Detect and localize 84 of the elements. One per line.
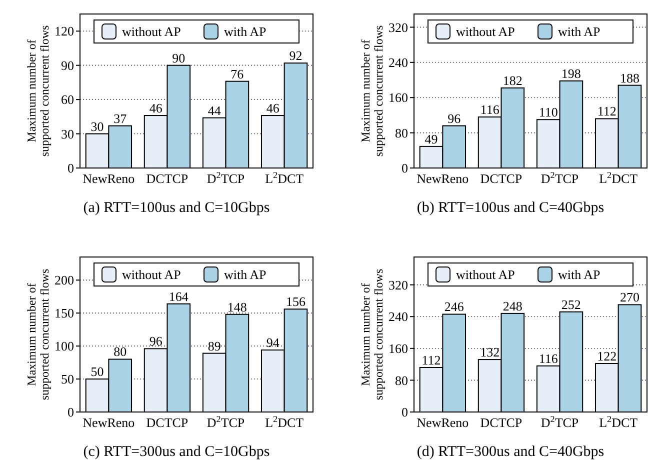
legend-label: without AP [456,267,515,282]
y-tick-label: 240 [388,309,408,324]
y-tick-label: 80 [395,125,408,140]
y-tick-label: 0 [402,160,408,176]
x-tick-label: L$^{2}$DCT [599,414,638,430]
data-label: 50 [90,364,104,380]
y-axis-title: Maximum number of supported concurrent flows [24,25,52,157]
data-label: 252 [561,296,581,312]
y-tick-label: 240 [388,54,408,70]
y-tick-label: 150 [54,306,74,321]
y-tick-label: 0 [402,404,408,420]
y-axis-title: Maximum number of supported concurrent flows [24,268,52,400]
data-label: 44 [208,102,222,118]
x-tick-label: NewReno [416,415,469,430]
y-tick-label: 120 [54,24,74,39]
y-tick-label: 50 [61,372,74,387]
x-tick-label: DCTCP [480,415,522,430]
legend-label: without AP [456,24,515,39]
data-label: 112 [422,352,441,368]
text: (b) RTT=100us and C=40Gbps [416,200,604,216]
y-axis-title: Maximum number of supported concurrent flows [358,268,386,400]
data-label: 122 [597,348,617,364]
y-tick-label: 30 [61,126,74,142]
data-label: 46 [149,100,163,116]
text: (d) RTT=300us and C=40Gbps [416,444,604,460]
legend-label: with AP [224,24,266,39]
data-label: 94 [266,335,280,350]
legend-label: without AP [122,24,181,39]
data-label: 116 [480,102,500,117]
data-label: 96 [149,334,163,349]
data-label: 90 [172,50,186,66]
data-label: 76 [230,66,244,82]
data-label: 246 [444,299,464,314]
x-tick-label: D$^{2}$TCP [206,170,245,186]
data-label: 132 [480,344,500,360]
x-tick-label: L$^{2}$DCT [265,170,304,186]
data-label: 182 [502,72,522,88]
x-tick-label: L$^{2}$DCT [599,170,638,186]
data-label: 37 [114,110,128,126]
y-tick-label: 80 [395,372,408,388]
y-tick-label: 320 [388,20,408,35]
data-label: 248 [502,298,522,314]
x-tick-label: D$^{2}$TCP [206,414,245,430]
x-tick-label: NewReno [82,171,135,186]
data-label: 30 [90,118,104,134]
data-label: 156 [286,294,306,310]
y-tick-label: 100 [54,338,74,354]
data-label: 270 [620,290,640,305]
data-label: 89 [208,338,221,354]
data-label: 112 [597,104,616,119]
text: (c) RTT=300us and C=10Gbps [83,444,270,460]
legend-label: with AP [558,267,600,282]
y-tick-label: 0 [68,160,74,176]
text: (a) RTT=100us and C=10Gbps [83,200,270,216]
data-label: 110 [538,104,558,120]
y-tick-label: 90 [61,58,74,73]
data-label: 188 [620,70,640,86]
legend-label: with AP [224,267,266,282]
data-label: 164 [168,288,189,304]
x-tick-label: L$^{2}$DCT [265,414,304,430]
y-tick-label: 60 [61,92,74,108]
x-tick-label: NewReno [82,415,135,430]
x-tick-label: DCTCP [480,171,522,186]
x-tick-label: D$^{2}$TCP [540,414,579,430]
y-tick-label: 160 [388,90,408,106]
data-label: 198 [561,66,581,81]
data-label: 96 [448,110,462,126]
x-tick-label: D$^{2}$TCP [540,170,579,186]
data-label: 116 [538,350,558,366]
y-tick-label: 320 [388,277,408,292]
x-tick-label: NewReno [416,171,469,186]
data-label: 92 [289,48,302,64]
y-tick-label: 200 [54,272,74,288]
data-label: 49 [424,131,438,146]
y-tick-label: 160 [388,340,408,356]
data-label: 80 [114,344,127,360]
data-label: 46 [266,100,280,116]
legend-label: with AP [558,24,600,39]
legend-label: without AP [122,267,181,282]
y-axis-title: Maximum number of supported concurrent flows [358,25,386,157]
x-tick-label: DCTCP [146,171,188,186]
x-tick-label: DCTCP [146,415,188,430]
y-tick-label: 0 [68,404,74,420]
data-label: 148 [227,299,247,314]
